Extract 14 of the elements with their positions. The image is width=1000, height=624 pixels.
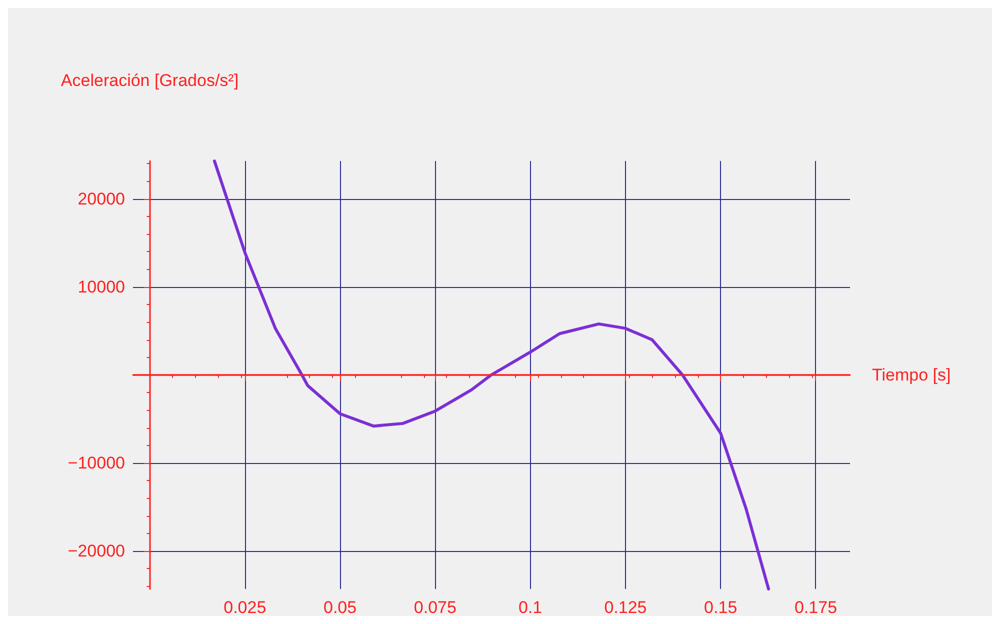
x-tick-label: 0.15 xyxy=(704,598,738,617)
x-tick-label: 0.175 xyxy=(794,598,838,617)
y-tick-label: 10000 xyxy=(78,277,125,296)
x-tick-label: 0.1 xyxy=(518,598,542,617)
y-tick-label: −10000 xyxy=(68,454,125,473)
x-tick-label: 0.025 xyxy=(224,598,266,617)
x-tick-label: 0.075 xyxy=(414,598,456,617)
y-axis-title: Aceleración [Grados/s²] xyxy=(60,71,239,90)
line-series xyxy=(212,160,770,590)
y-tick-label: −20000 xyxy=(68,542,125,561)
x-tick-label: 0.125 xyxy=(604,598,647,617)
x-axis-title: Tiempo [s] xyxy=(872,366,951,384)
x-tick-label: 0.05 xyxy=(323,598,357,617)
y-tick-label: 20000 xyxy=(78,189,125,208)
